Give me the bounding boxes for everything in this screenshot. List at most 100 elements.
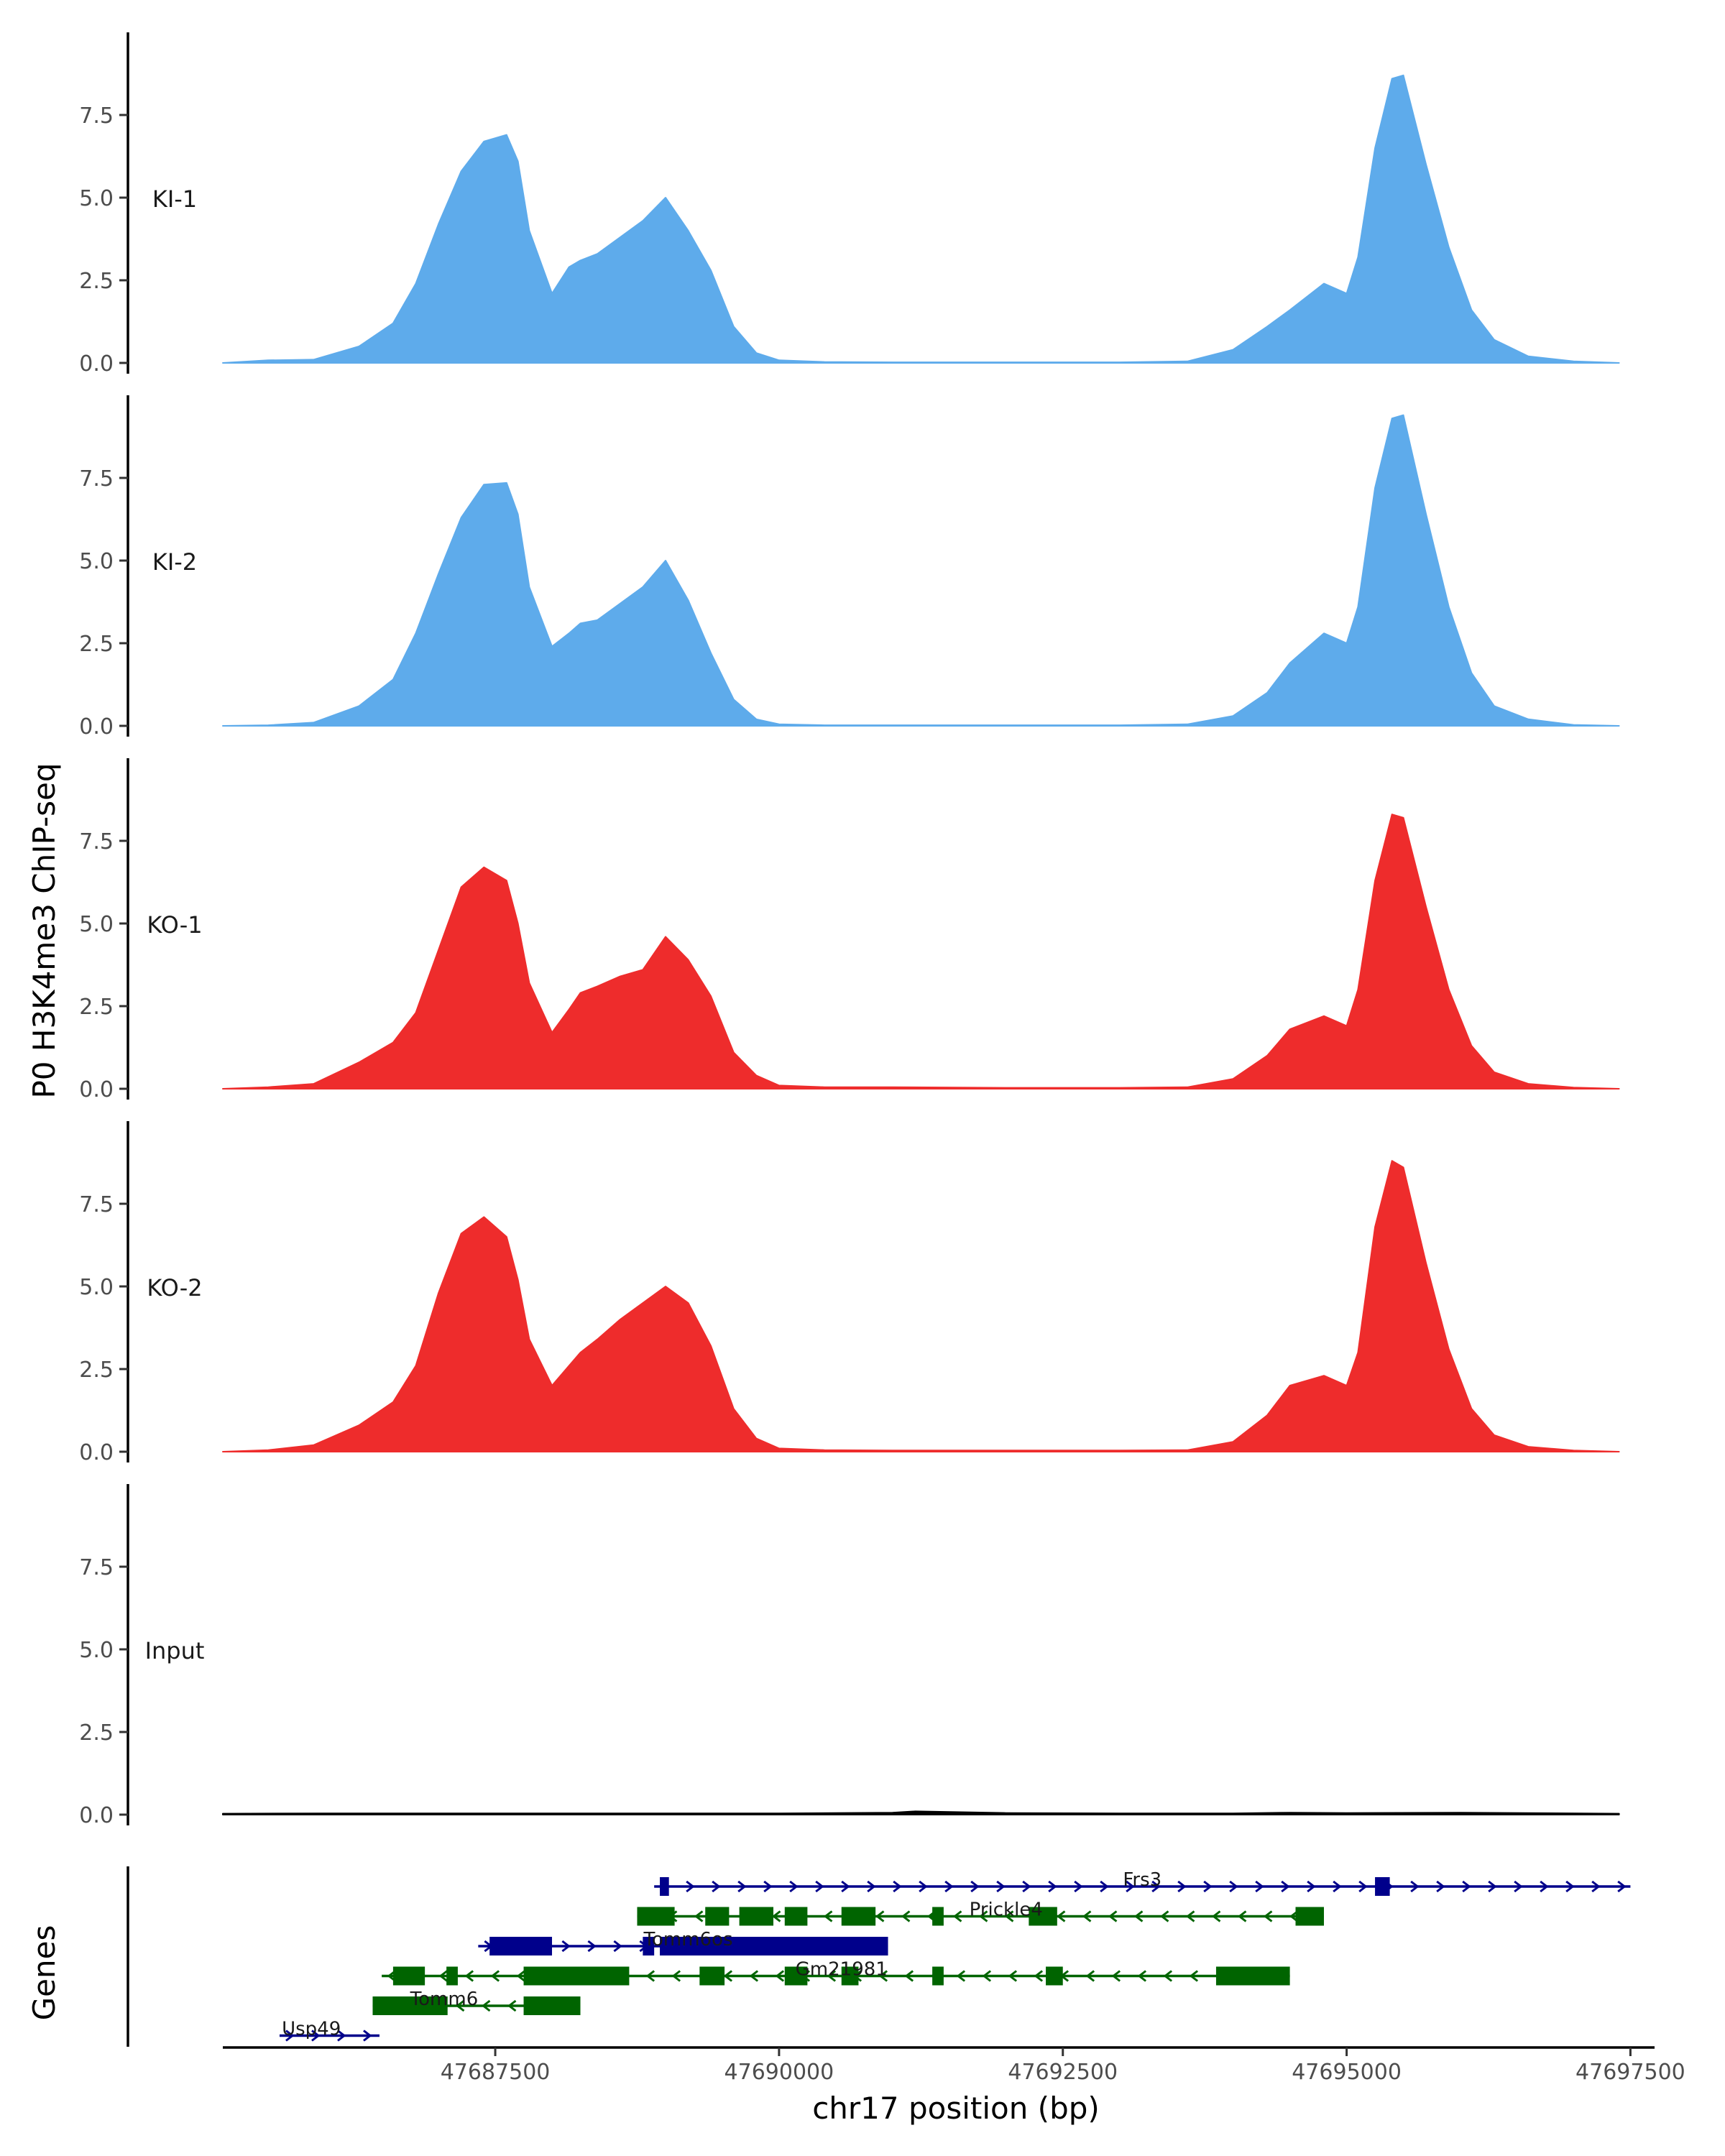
strand-arrow (490, 1970, 500, 1982)
strand-arrow (1436, 1880, 1445, 1893)
strand-arrow (775, 1970, 785, 1982)
gene-prickle4: Prickle4 (637, 1899, 1324, 1926)
strand-arrow (875, 1910, 885, 1922)
gene-label: Usp49 (282, 2019, 341, 2040)
y-tick-label: 2.5 (79, 1358, 114, 1383)
gene-exon (1215, 1966, 1290, 1986)
gene-exon (489, 1937, 553, 1955)
track-ki-1: 0.0 2.5 5.0 7.5 KI-1 (79, 32, 1620, 377)
x-tick-label: 47687500 (441, 2060, 551, 2085)
y-tick-label: 0.0 (79, 714, 114, 740)
gene-exon (699, 1966, 725, 1986)
strand-arrow (1307, 1880, 1316, 1893)
strand-arrow (827, 1970, 837, 1982)
strand-arrow (1008, 1970, 1018, 1982)
gene-exon (932, 1907, 944, 1926)
strand-arrow (789, 1880, 799, 1893)
y-tick-label: 7.5 (79, 103, 114, 129)
strand-arrow (723, 1970, 733, 1982)
y-tick-label: 2.5 (79, 995, 114, 1020)
strand-arrow (1111, 1970, 1121, 1982)
strand-arrow (482, 1999, 491, 2012)
strand-arrow (1617, 1880, 1627, 1893)
y-tick-label: 7.5 (79, 1192, 114, 1217)
strand-arrow (1238, 1910, 1247, 1922)
strand-arrow (1082, 1910, 1092, 1922)
track-ko-1: 0.0 2.5 5.0 7.5 KO-1 (79, 758, 1620, 1102)
strand-arrow (919, 1880, 928, 1893)
coverage-area-ki-2 (222, 414, 1620, 727)
strand-arrow (1358, 1880, 1368, 1893)
strand-arrow (285, 2030, 295, 2042)
strand-arrow (772, 1910, 781, 1922)
gene-label: Prickle4 (970, 1899, 1043, 1921)
strand-arrow (1212, 1910, 1221, 1922)
gene-exon (523, 1996, 581, 2015)
y-axis-title: P0 H3K4me3 ChIP-seq (27, 763, 62, 1098)
y-tick-label: 5.0 (79, 1275, 114, 1300)
gene-exon (841, 1966, 859, 1986)
strand-arrow (1085, 1970, 1095, 1982)
y-tick-label: 5.0 (79, 186, 114, 211)
strand-arrow (337, 2030, 346, 2042)
strand-arrow (749, 1970, 759, 1982)
strand-arrow (996, 1880, 1006, 1893)
strand-arrow (1186, 1910, 1195, 1922)
strand-arrow (1151, 1880, 1161, 1893)
gene-exon (660, 1937, 888, 1955)
strand-arrow (979, 1910, 988, 1922)
x-tick-label: 47695000 (1292, 2060, 1402, 2085)
x-tick-label: 47690000 (724, 2060, 834, 2085)
y-tick-label: 7.5 (79, 466, 114, 492)
strand-arrow (1137, 1970, 1147, 1982)
strand-arrow (686, 1880, 695, 1893)
y-tick-label: 0.0 (79, 1440, 114, 1465)
gene-label: Gm21981 (796, 1959, 888, 1981)
coverage-area-input (222, 1810, 1620, 1815)
strand-arrow (1005, 1910, 1014, 1922)
track-input: 0.0 2.5 5.0 7.5 Input (79, 1484, 1620, 1828)
strand-arrow (1203, 1880, 1213, 1893)
strand-arrow (956, 1970, 966, 1982)
track-ki-2: 0.0 2.5 5.0 7.5 KI-2 (79, 395, 1620, 740)
gene-annotation-track: Frs3 Prickle4 Tomm6os Gm21981 Tomm6 Usp49 (126, 1866, 1631, 2047)
gene-exon (1046, 1966, 1063, 1986)
strand-arrow (1488, 1880, 1497, 1893)
gene-exon (784, 1966, 808, 1986)
track-label: KO-2 (147, 1274, 202, 1302)
strand-arrow (507, 1999, 517, 2012)
strand-arrow (893, 1880, 902, 1893)
strand-arrow (1255, 1880, 1264, 1893)
strand-arrow (1048, 1880, 1057, 1893)
gene-exon (1295, 1907, 1324, 1926)
strand-arrow (1134, 1910, 1144, 1922)
strand-arrow (1333, 1880, 1342, 1893)
strand-arrow (1126, 1880, 1135, 1893)
strand-arrow (1565, 1880, 1575, 1893)
strand-arrow (1462, 1880, 1471, 1893)
y-tick-label: 0.0 (79, 1077, 114, 1102)
strand-arrow (587, 1940, 597, 1953)
coverage-area-ko-2 (222, 1160, 1620, 1452)
gene-frs3: Frs3 (654, 1869, 1631, 1896)
strand-arrow (944, 1880, 954, 1893)
strand-arrow (1410, 1880, 1420, 1893)
track-label: KI-1 (152, 185, 197, 213)
strand-arrow (1022, 1880, 1031, 1893)
strand-arrow (1189, 1970, 1199, 1982)
gene-exon (1029, 1907, 1057, 1926)
strand-arrow (1177, 1880, 1187, 1893)
coverage-area-ki-1 (222, 74, 1620, 364)
x-tick-label: 47692500 (1008, 2060, 1118, 2085)
genes-track-title: Genes (27, 1925, 62, 2021)
gene-label: Tomm6os (643, 1929, 733, 1950)
y-tick-label: 2.5 (79, 269, 114, 294)
gene-label: Tomm6 (410, 1989, 479, 2010)
track-label: KO-1 (147, 911, 202, 939)
strand-arrow (841, 1880, 850, 1893)
strand-arrow (438, 1970, 448, 1982)
strand-arrow (1289, 1910, 1299, 1922)
strand-arrow (694, 1910, 704, 1922)
y-tick-label: 7.5 (79, 829, 114, 854)
